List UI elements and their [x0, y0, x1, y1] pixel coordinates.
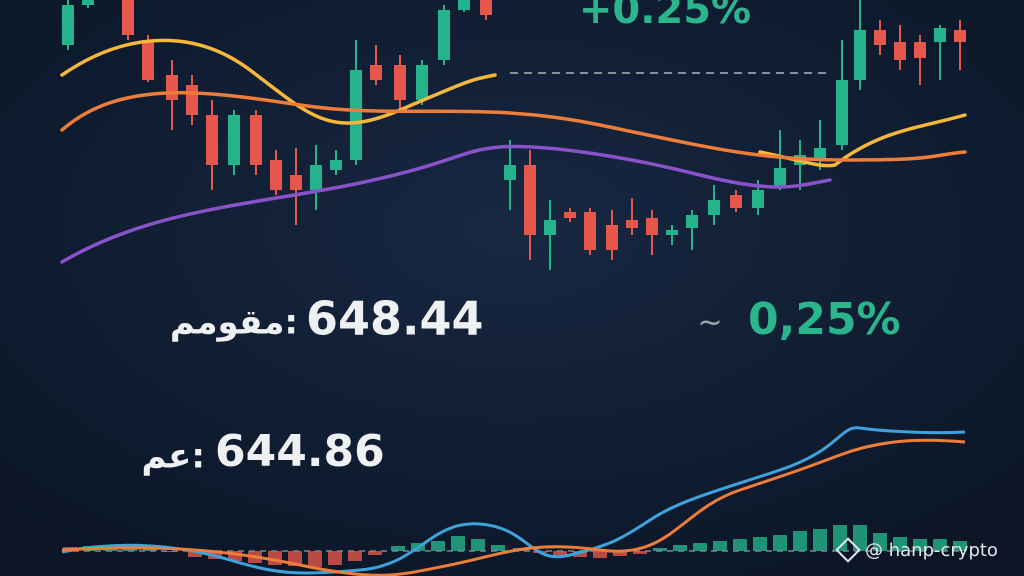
candle-body [854, 30, 866, 80]
change-top: +0.25% [579, 0, 751, 33]
ma-purple [60, 144, 832, 264]
open-value: 644.86 [215, 426, 385, 477]
histogram-bar [673, 545, 687, 551]
watermark-text: @ hanp-crypto [865, 540, 998, 561]
histogram-bar [733, 539, 747, 551]
candle-body [166, 75, 178, 100]
ma-orange [60, 91, 967, 162]
histogram-bar [913, 539, 927, 551]
histogram-bar [593, 551, 607, 558]
candle-body [480, 0, 492, 15]
candle-body [82, 0, 94, 5]
histogram-bar [123, 548, 137, 551]
candle-body [270, 160, 282, 190]
histogram-bar [491, 545, 505, 551]
histogram-bar [188, 551, 202, 557]
histogram-bar [893, 537, 907, 551]
candle-body [954, 30, 966, 42]
candle-body [122, 0, 134, 35]
change-value: 0,25% [748, 294, 901, 345]
candle-body [504, 165, 516, 180]
histogram-bar [713, 541, 727, 551]
candle-body [752, 190, 764, 208]
histogram-bar [308, 551, 322, 567]
watermark: @ hanp-crypto [835, 537, 998, 563]
histogram-bar [471, 539, 485, 551]
candle-body [606, 225, 618, 250]
candle-body [250, 115, 262, 165]
close-label: مقومم: [170, 303, 298, 343]
macd-line [61, 426, 966, 575]
close-value: 648.44 [306, 292, 484, 346]
histogram-bar [873, 533, 887, 551]
histogram-bar [451, 536, 465, 551]
candle-body [370, 65, 382, 80]
candle-body [708, 200, 720, 215]
candle-body [874, 30, 886, 45]
open-label: عم: [142, 437, 206, 477]
signal-line [61, 438, 966, 576]
histogram-bar [773, 535, 787, 551]
candle-body [186, 85, 198, 115]
histogram-bar [431, 541, 445, 551]
candle-body [524, 165, 536, 235]
histogram-bar [553, 551, 567, 555]
candle-body [894, 42, 906, 60]
candle-body [544, 220, 556, 235]
histogram-bar [573, 551, 587, 557]
candle-body [836, 80, 848, 145]
histogram-bar [228, 551, 242, 561]
histogram-bar [348, 551, 362, 561]
change-icon: ~ [697, 306, 722, 341]
ma-yellow [60, 38, 497, 125]
histogram-bar [613, 551, 627, 556]
candle-body [330, 160, 342, 170]
histogram-bar [793, 531, 807, 551]
histogram-bar [953, 541, 967, 551]
candle-body [458, 0, 470, 10]
histogram-bar [693, 543, 707, 551]
candle-body [142, 40, 154, 80]
candle-body [774, 168, 786, 188]
histogram-bar [933, 539, 947, 551]
candle-body [416, 65, 428, 100]
candle-body [290, 175, 302, 190]
macd-histogram [63, 525, 967, 567]
macd-lines [61, 426, 966, 576]
watermark-icon [835, 537, 861, 563]
histogram-bar [653, 548, 667, 551]
candle-body [934, 28, 946, 42]
histogram-bar [391, 546, 405, 551]
candle-body [584, 212, 596, 250]
candle-body [686, 215, 698, 228]
histogram-bar [143, 549, 157, 551]
candle-body [914, 42, 926, 58]
candle-body [666, 230, 678, 235]
candle-body [814, 148, 826, 160]
candle-body [394, 65, 406, 100]
candle-body [438, 10, 450, 60]
histogram-bar [368, 551, 382, 555]
histogram-bar [813, 529, 827, 551]
candle-body [564, 212, 576, 218]
candle-body [350, 70, 362, 160]
candle-body [62, 5, 74, 45]
histogram-bar [163, 551, 177, 552]
candle-body [310, 165, 322, 190]
moving-averages [60, 38, 967, 264]
histogram-bar [328, 551, 342, 565]
candle-body [730, 195, 742, 208]
candle-body [206, 115, 218, 165]
candle-body [228, 115, 240, 165]
histogram-bar [753, 537, 767, 551]
histogram-bar [853, 525, 867, 551]
candle-body [646, 218, 658, 235]
histogram-bar [633, 551, 647, 554]
candle-body [626, 220, 638, 228]
